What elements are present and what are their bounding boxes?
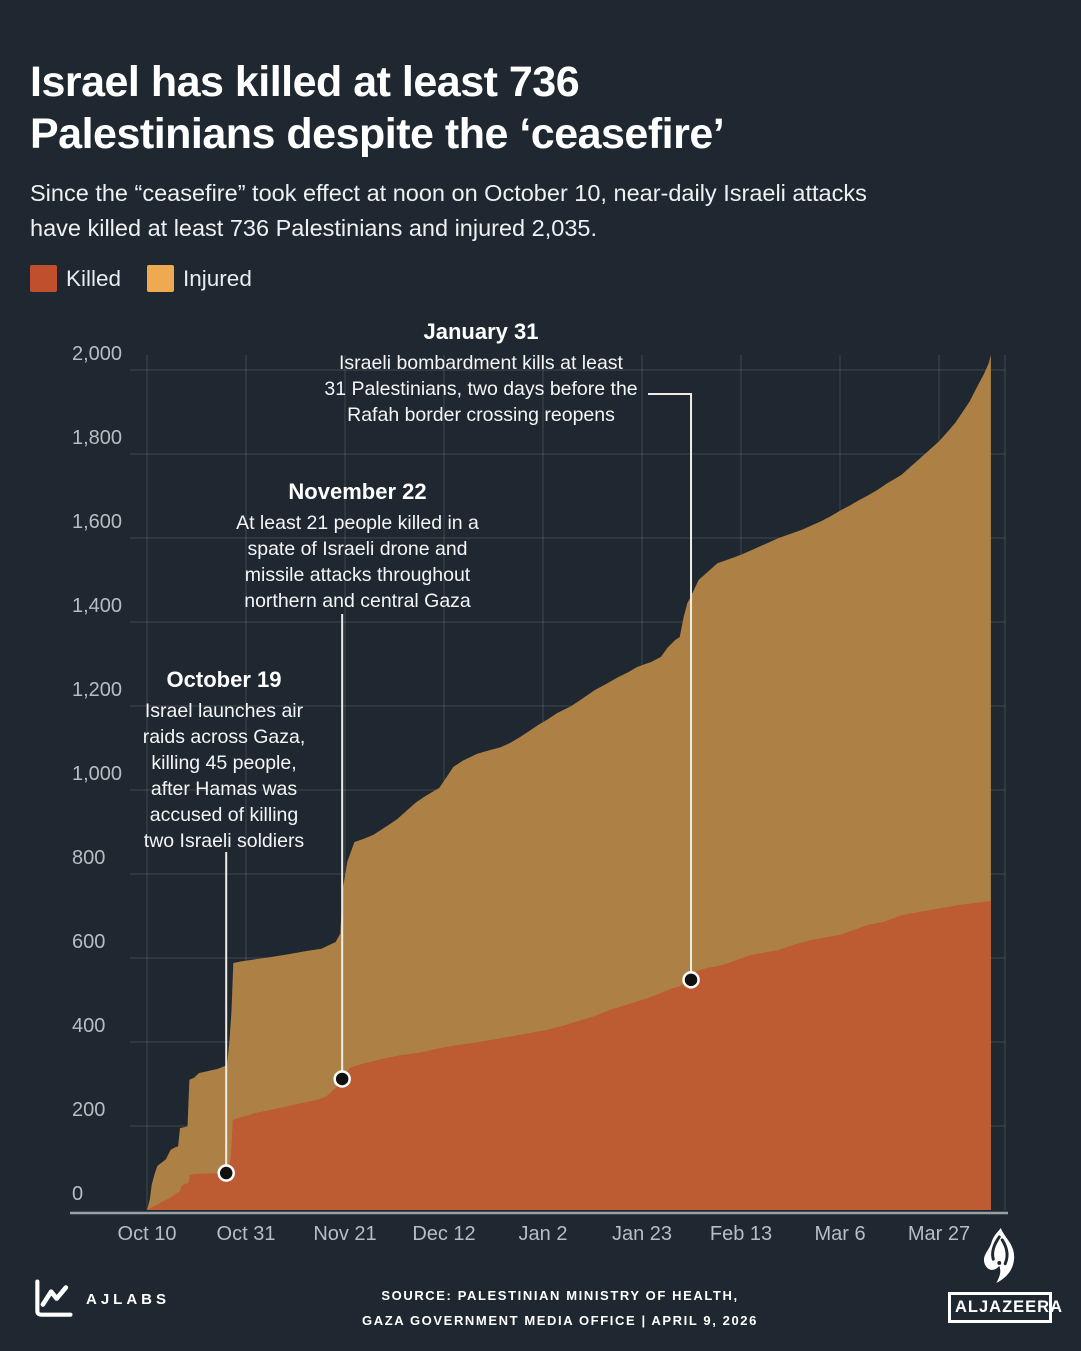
annotation-dots <box>217 971 700 1182</box>
killed-swatch <box>30 265 57 292</box>
source-attribution: SOURCE: PALESTINIAN MINISTRY OF HEALTH, … <box>362 1288 758 1328</box>
y-tick-label: 2,000 <box>72 343 122 365</box>
annotation-heading: January 31 <box>423 319 539 344</box>
y-tick-label: 1,400 <box>72 595 122 617</box>
annotation-november-22: November 22 At least 21 people killed in… <box>215 478 500 614</box>
event-dot <box>333 1070 351 1088</box>
legend-item-killed: Killed <box>30 265 121 292</box>
page-subtitle: Since the “ceasefire” took effect at noo… <box>30 180 867 241</box>
legend: Killed Injured <box>30 265 252 292</box>
x-tick-label: Dec 12 <box>412 1223 475 1245</box>
x-tick-label: Jan 2 <box>519 1223 568 1245</box>
aljazeera-flame-icon <box>983 1228 1015 1284</box>
x-tick-label: Nov 21 <box>313 1223 376 1245</box>
y-tick-label: 1,600 <box>72 511 122 533</box>
ajlabs-logo: AJLABS <box>30 1276 170 1322</box>
annotation-heading: October 19 <box>166 667 282 692</box>
y-tick-label: 0 <box>72 1183 83 1205</box>
y-tick-label: 600 <box>72 931 105 953</box>
aljazeera-wordmark: ALJAZEERA <box>948 1292 1062 1323</box>
annotation-callout-lines <box>225 393 693 1174</box>
injured-swatch <box>147 265 175 292</box>
x-tick-label: Oct 31 <box>217 1223 276 1245</box>
ajlabs-wordmark: AJLABS <box>86 1290 171 1308</box>
y-axis-tick-labels: 0 200 400 600 800 1,000 1,200 1,400 1,600 1,800 2,… <box>72 343 122 1205</box>
annotation-body: At least 21 people killed in a spate of … <box>236 512 479 612</box>
annotation-january-31: January 31 Israeli bombardment kills at … <box>296 318 666 428</box>
x-axis-tick-labels: Oct 10 Oct 31 Nov 21 Dec 12 Jan 2 Jan 23 Feb 1… <box>118 1223 971 1245</box>
annotation-heading: November 22 <box>288 479 427 504</box>
ajlabs-chart-icon <box>35 1279 73 1317</box>
y-tick-label: 400 <box>72 1015 105 1037</box>
page-title: Israel has killed at least 736 Palestini… <box>30 58 725 158</box>
y-tick-label: 1,800 <box>72 427 122 449</box>
x-tick-label: Feb 13 <box>710 1223 772 1245</box>
annotation-october-19: October 19 Israel launches air raids acr… <box>128 666 320 854</box>
annotation-body: Israel launches air raids across Gaza, k… <box>142 700 306 852</box>
legend-label-killed: Killed <box>66 265 122 291</box>
callout-line <box>648 393 693 980</box>
x-tick-label: Mar 6 <box>814 1223 865 1245</box>
y-tick-label: 800 <box>72 847 105 869</box>
legend-label-injured: Injured <box>183 265 252 291</box>
x-tick-label: Jan 23 <box>612 1223 672 1245</box>
killed-area <box>147 900 991 1210</box>
y-tick-label: 200 <box>72 1099 105 1121</box>
legend-item-injured: Injured <box>147 265 252 292</box>
event-dot <box>217 1164 235 1182</box>
x-tick-label: Oct 10 <box>118 1223 177 1245</box>
x-tick-label: Mar 27 <box>908 1223 970 1245</box>
event-dot <box>682 971 700 989</box>
y-tick-label: 1,200 <box>72 679 122 701</box>
aljazeera-logo: ALJAZEERA <box>948 1228 1062 1323</box>
annotation-body: Israeli bombardment kills at least 31 Pa… <box>324 352 638 426</box>
y-tick-label: 1,000 <box>72 763 122 785</box>
